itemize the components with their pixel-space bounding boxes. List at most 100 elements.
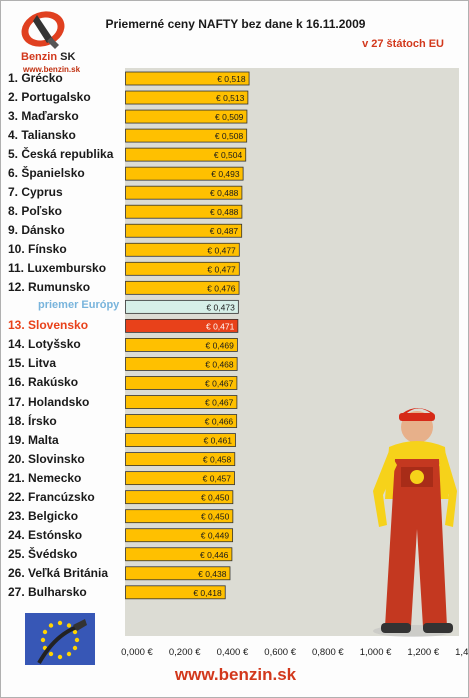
bar: [125, 452, 236, 467]
bar-value-label: € 0,446: [200, 550, 229, 560]
bar: [125, 471, 235, 486]
bar-value-label: € 0,450: [201, 493, 230, 503]
x-tick-label: 0,800 €: [312, 647, 344, 658]
bar: [125, 299, 239, 314]
bar: [125, 204, 243, 219]
bar-value-label: € 0,513: [216, 93, 245, 103]
bar: [125, 71, 250, 86]
category-label: 15. Litva: [8, 356, 57, 371]
category-label: 25. Švédsko: [8, 546, 78, 561]
bar: [125, 509, 234, 524]
category-label: 19. Malta: [8, 432, 59, 447]
category-label: 23. Belgicko: [8, 508, 79, 523]
bar: [125, 261, 240, 276]
bar-value-label: € 0,488: [210, 207, 239, 217]
bar-value-label: € 0,457: [203, 474, 232, 484]
bar: [125, 185, 243, 200]
x-tick-label: 0,200 €: [169, 647, 201, 658]
chart-title: Priemerné ceny NAFTY bez dane k 16.11.20…: [105, 17, 366, 31]
category-label: 11. Luxembursko: [8, 261, 107, 276]
bar-value-label: € 0,458: [203, 455, 232, 465]
bar-value-label: € 0,471: [206, 321, 235, 331]
bar-value-label: € 0,518: [217, 74, 246, 84]
eu-flag-image: [25, 613, 95, 665]
category-label: 6. Španielsko: [8, 166, 85, 181]
bar: [125, 338, 238, 352]
bar-value-label: € 0,508: [215, 131, 244, 141]
category-label: 5. Česká republika: [8, 147, 114, 162]
logo-url: www.benzin.sk: [23, 65, 81, 74]
bar: [125, 109, 248, 124]
logo-brand-text: Benzin SK: [21, 51, 76, 63]
bar-value-label: € 0,450: [201, 512, 230, 522]
category-label: 18. Írsko: [8, 413, 57, 428]
bar: [125, 90, 249, 105]
bar-value-label: € 0,473: [206, 302, 235, 312]
plot-area: € 0,518 € 0,513 € 0,509 € 0,508 € 0,504 € 0,4…: [125, 68, 459, 636]
category-label: 4. Taliansko: [8, 128, 76, 143]
footer-url: www.benzin.sk: [174, 665, 297, 684]
bar-value-label: € 0,438: [198, 569, 227, 579]
bar: [125, 318, 239, 333]
x-tick-label: 0,400 €: [217, 647, 249, 658]
bar-value-label: € 0,418: [193, 588, 222, 598]
bar-value-label: € 0,509: [215, 112, 244, 122]
category-label: 3. Maďarsko: [8, 109, 79, 124]
bar: [125, 357, 238, 371]
bar-value-label: € 0,488: [210, 188, 239, 198]
category-label: 16. Rakúsko: [8, 375, 79, 390]
bar-value-label: € 0,487: [210, 226, 239, 236]
category-label: 2. Portugalsko: [8, 90, 91, 105]
category-label: 8. Poľsko: [8, 204, 62, 219]
category-label: 12. Rumunsko: [8, 280, 91, 295]
bar-value-label: € 0,466: [205, 417, 234, 427]
bar: [125, 147, 247, 162]
fuel-nozzle-icon: [21, 11, 65, 49]
bar: [125, 395, 238, 409]
bar: [125, 566, 231, 581]
bar: [125, 223, 243, 238]
highlight-label: 13. Slovensko: [8, 318, 89, 333]
mechanic-illustration: [373, 408, 457, 637]
x-tick-label: 0,600 €: [264, 647, 296, 658]
benzin-logo: Benzin SK www.benzin.sk: [7, 9, 87, 74]
bar-value-label: € 0,504: [214, 150, 243, 160]
bar-value-label: € 0,467: [205, 378, 234, 388]
bar: [125, 166, 244, 181]
bar: [125, 128, 248, 143]
category-label: 27. Bulharsko: [8, 584, 87, 599]
category-label: 22. Francúzsko: [8, 489, 95, 504]
bar: [125, 547, 233, 562]
bar: [125, 433, 236, 447]
bar: [125, 376, 238, 390]
category-label: 20. Slovinsko: [8, 451, 85, 466]
average-label: priemer Európy: [38, 299, 120, 312]
bar-value-label: € 0,468: [205, 359, 234, 369]
category-label: 26. Veľká Británia: [8, 565, 109, 580]
bar: [125, 414, 238, 428]
bar: [125, 280, 240, 295]
category-label: 17. Holandsko: [8, 394, 90, 409]
bar-value-label: € 0,461: [204, 436, 233, 446]
bar: [125, 528, 234, 543]
category-label: 9. Dánsko: [8, 223, 65, 238]
chart-subtitle: v 27 štátoch EU: [362, 38, 444, 50]
bar-chart: € 0,518 € 0,513 € 0,509 € 0,508 € 0,504 € 0,4…: [125, 71, 250, 600]
x-tick-label: 1,400 €: [455, 647, 469, 658]
bar: [125, 242, 240, 257]
x-tick-label: 0,000 €: [121, 647, 153, 658]
category-label: 10. Fínsko: [8, 242, 67, 257]
category-label: 14. Lotyšsko: [8, 337, 81, 352]
x-tick-label: 1,000 €: [360, 647, 392, 658]
bar-value-label: € 0,477: [207, 264, 236, 274]
bar-value-label: € 0,469: [206, 340, 235, 350]
bar-value-label: € 0,449: [201, 531, 230, 541]
bar: [125, 585, 226, 600]
bar-value-label: € 0,493: [211, 169, 240, 179]
category-label: 24. Estónsko: [8, 527, 83, 542]
bar-value-label: € 0,477: [207, 245, 236, 255]
category-label: 1. Grécko: [8, 71, 63, 85]
bar: [125, 490, 234, 505]
x-axis: 0,000 € 0,200 € 0,400 € 0,600 € 0,800 € 1,000…: [121, 647, 469, 658]
